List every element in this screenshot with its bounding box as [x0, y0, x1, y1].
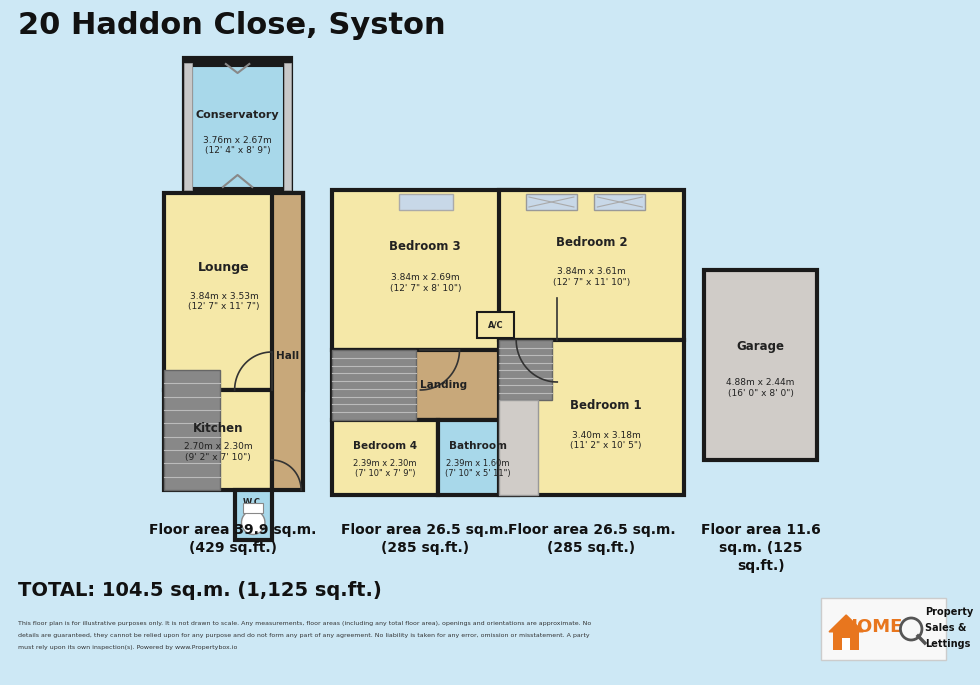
Bar [595, 194, 645, 210]
Bar [283, 63, 291, 190]
Bar [477, 312, 514, 338]
Text: Floor area 39.9 sq.m.: Floor area 39.9 sq.m. [149, 523, 317, 537]
Text: Bedroom 4: Bedroom 4 [353, 441, 417, 451]
Text: Lettings: Lettings [925, 639, 970, 649]
Text: (429 sq.ft.): (429 sq.ft.) [189, 541, 276, 555]
Text: Bathroom: Bathroom [449, 441, 507, 451]
Bar [192, 66, 283, 188]
Bar [499, 400, 538, 495]
Text: must rely upon its own inspection(s). Powered by www.Propertybox.io: must rely upon its own inspection(s). Po… [18, 645, 237, 649]
Bar [821, 598, 947, 660]
Bar [438, 420, 518, 495]
Bar [234, 490, 271, 540]
Text: 2.70m x 2.30m
(9' 2" x 7' 10"): 2.70m x 2.30m (9' 2" x 7' 10") [183, 443, 252, 462]
Text: Sales &: Sales & [925, 623, 966, 633]
Text: Floor area 26.5 sq.m.: Floor area 26.5 sq.m. [341, 523, 509, 537]
Bar [499, 340, 553, 400]
Text: W.C.: W.C. [243, 498, 264, 507]
Text: HOME: HOME [843, 618, 904, 636]
Text: Floor area 26.5 sq.m.: Floor area 26.5 sq.m. [508, 523, 675, 537]
Text: Kitchen: Kitchen [193, 421, 243, 434]
Text: Hall: Hall [275, 351, 299, 362]
Text: details are guaranteed, they cannot be relied upon for any purpose and do not fo: details are guaranteed, they cannot be r… [18, 632, 589, 638]
Text: 2.39m x 1.60m
(7' 10" x 5' 11"): 2.39m x 1.60m (7' 10" x 5' 11") [445, 459, 511, 478]
Text: 3.84m x 3.53m
(12' 7" x 11' 7"): 3.84m x 3.53m (12' 7" x 11' 7") [188, 292, 260, 311]
Polygon shape [829, 615, 863, 632]
Bar [271, 193, 303, 490]
Bar [332, 420, 438, 495]
Bar [332, 190, 518, 350]
Text: Garage: Garage [737, 340, 785, 353]
Text: This floor plan is for illustrative purposes only. It is not drawn to scale. Any: This floor plan is for illustrative purp… [18, 621, 591, 625]
Text: sq.ft.): sq.ft.) [737, 559, 784, 573]
Text: 3.84m x 2.69m
(12' 7" x 8' 10"): 3.84m x 2.69m (12' 7" x 8' 10") [389, 273, 461, 292]
Text: Bedroom 2: Bedroom 2 [556, 236, 627, 249]
Text: Lounge: Lounge [198, 262, 250, 275]
Text: 20 Haddon Close, Syston: 20 Haddon Close, Syston [18, 10, 445, 40]
Text: Bedroom 1: Bedroom 1 [570, 399, 642, 412]
Text: 3.76m x 2.67m
(12' 4" x 8' 9"): 3.76m x 2.67m (12' 4" x 8' 9") [203, 136, 271, 155]
Bar [332, 350, 416, 420]
Circle shape [901, 618, 922, 640]
Bar [165, 193, 303, 390]
Text: Bedroom 3: Bedroom 3 [389, 240, 462, 253]
Bar [704, 270, 817, 460]
Text: (285 sq.ft.): (285 sq.ft.) [381, 541, 469, 555]
Bar [499, 190, 684, 340]
Text: 2.39m x 2.30m
(7' 10" x 7' 9"): 2.39m x 2.30m (7' 10" x 7' 9") [354, 459, 416, 478]
Bar [184, 63, 192, 190]
Text: 3.84m x 3.61m
(12' 7" x 11' 10"): 3.84m x 3.61m (12' 7" x 11' 10") [553, 267, 630, 287]
Bar [833, 631, 859, 650]
Circle shape [241, 510, 265, 534]
Text: TOTAL: 104.5 sq.m. (1,125 sq.ft.): TOTAL: 104.5 sq.m. (1,125 sq.ft.) [18, 580, 381, 599]
Text: A/C: A/C [488, 321, 504, 329]
Bar [165, 370, 220, 490]
Text: Floor area 11.6: Floor area 11.6 [701, 523, 820, 537]
Text: (285 sq.ft.): (285 sq.ft.) [548, 541, 636, 555]
Bar [399, 194, 453, 210]
Bar [499, 340, 684, 495]
Bar [243, 503, 263, 512]
Bar [184, 58, 291, 195]
Bar [842, 638, 850, 650]
Text: 4.88m x 2.44m
(16' 0" x 8' 0"): 4.88m x 2.44m (16' 0" x 8' 0") [726, 378, 795, 397]
Text: Landing: Landing [420, 380, 467, 390]
Bar [526, 194, 577, 210]
Text: sq.m. (125: sq.m. (125 [719, 541, 803, 555]
Text: Property: Property [925, 607, 973, 617]
Text: Conservatory: Conservatory [196, 110, 279, 120]
Bar [165, 390, 271, 490]
Bar [332, 350, 518, 420]
Text: 3.40m x 3.18m
(11' 2" x 10' 5"): 3.40m x 3.18m (11' 2" x 10' 5") [570, 431, 642, 451]
